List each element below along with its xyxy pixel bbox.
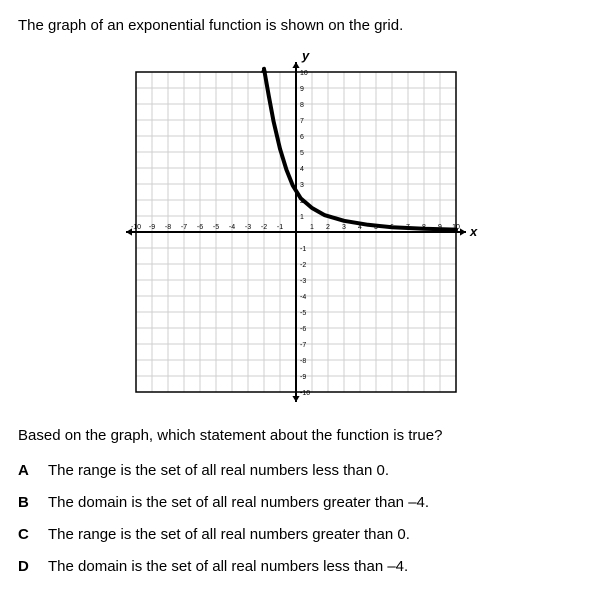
svg-text:-4: -4 <box>229 224 235 231</box>
choice-text: The domain is the set of all real number… <box>48 557 408 577</box>
svg-text:-9: -9 <box>300 374 306 381</box>
svg-text:y: y <box>301 50 310 63</box>
choice-c[interactable]: C The range is the set of all real numbe… <box>18 525 586 545</box>
svg-text:1: 1 <box>310 224 314 231</box>
chart-container: -10-9-8-7-6-5-4-3-2-11234567891012345678… <box>18 50 586 406</box>
prompt-text: The graph of an exponential function is … <box>18 16 586 36</box>
svg-text:9: 9 <box>300 86 304 93</box>
svg-text:3: 3 <box>342 224 346 231</box>
svg-text:-6: -6 <box>300 326 306 333</box>
svg-text:-9: -9 <box>149 224 155 231</box>
choice-letter: A <box>18 461 36 481</box>
svg-text:1: 1 <box>300 214 304 221</box>
svg-text:-7: -7 <box>181 224 187 231</box>
svg-text:-8: -8 <box>165 224 171 231</box>
svg-text:-1: -1 <box>300 246 306 253</box>
svg-text:4: 4 <box>300 166 304 173</box>
svg-text:2: 2 <box>326 224 330 231</box>
svg-text:-6: -6 <box>197 224 203 231</box>
svg-text:-10: -10 <box>131 224 141 231</box>
svg-text:-5: -5 <box>213 224 219 231</box>
svg-text:-1: -1 <box>277 224 283 231</box>
svg-text:8: 8 <box>300 102 304 109</box>
question-text: Based on the graph, which statement abou… <box>18 426 586 446</box>
choice-letter: D <box>18 557 36 577</box>
choice-d[interactable]: D The domain is the set of all real numb… <box>18 557 586 577</box>
choice-a[interactable]: A The range is the set of all real numbe… <box>18 461 586 481</box>
svg-text:-10: -10 <box>300 390 310 397</box>
svg-text:5: 5 <box>300 150 304 157</box>
svg-text:-8: -8 <box>300 358 306 365</box>
svg-text:-4: -4 <box>300 294 306 301</box>
choice-letter: B <box>18 493 36 513</box>
svg-text:10: 10 <box>300 70 308 77</box>
choice-text: The range is the set of all real numbers… <box>48 461 389 481</box>
svg-text:7: 7 <box>300 118 304 125</box>
exponential-graph: -10-9-8-7-6-5-4-3-2-11234567891012345678… <box>122 50 482 406</box>
svg-text:-7: -7 <box>300 342 306 349</box>
svg-text:-2: -2 <box>261 224 267 231</box>
answer-choices: A The range is the set of all real numbe… <box>18 461 586 578</box>
svg-text:6: 6 <box>300 134 304 141</box>
svg-text:-5: -5 <box>300 310 306 317</box>
choice-b[interactable]: B The domain is the set of all real numb… <box>18 493 586 513</box>
choice-text: The range is the set of all real numbers… <box>48 525 410 545</box>
choice-letter: C <box>18 525 36 545</box>
choice-text: The domain is the set of all real number… <box>48 493 429 513</box>
svg-text:-3: -3 <box>300 278 306 285</box>
svg-text:-2: -2 <box>300 262 306 269</box>
svg-text:3: 3 <box>300 182 304 189</box>
svg-text:x: x <box>469 224 478 239</box>
svg-text:-3: -3 <box>245 224 251 231</box>
